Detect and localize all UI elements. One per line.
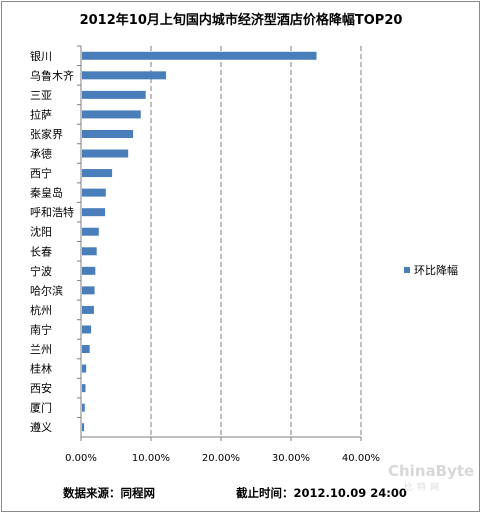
watermark-logo: ChinaByte [388, 462, 475, 480]
category-label: 乌鲁木齐 [30, 68, 74, 82]
bar [82, 305, 94, 314]
data-source: 数据来源：同程网 [63, 486, 155, 500]
bar [82, 403, 85, 412]
category-label: 厦门 [30, 401, 52, 415]
x-tick-label: 30.00% [272, 453, 310, 464]
category-label: 秦皇岛 [30, 186, 63, 200]
bar [82, 208, 106, 217]
chart-title: 2012年10月上旬国内城市经济型酒店价格降幅TOP20 [80, 12, 403, 28]
axes [77, 45, 361, 438]
x-tick-label: 20.00% [202, 453, 240, 464]
category-label: 西宁 [30, 166, 52, 180]
category-label: 兰州 [30, 343, 52, 356]
watermark-sub: 比特网 [404, 483, 444, 493]
category-label: 呼和浩特 [30, 205, 74, 219]
x-tick-label: 0.00% [65, 453, 97, 464]
bar [82, 325, 92, 334]
bar [82, 266, 96, 275]
bar [82, 90, 146, 99]
grid-lines [80, 46, 362, 441]
legend-label: 环比降幅 [414, 263, 458, 277]
bar [82, 149, 129, 158]
category-label: 张家界 [30, 127, 63, 141]
category-label: 杭州 [30, 303, 52, 317]
category-labels: 银川乌鲁木齐三亚拉萨张家界承德西宁秦皇岛呼和浩特沈阳长春宁波哈尔滨杭州南宁兰州桂… [30, 49, 74, 434]
category-label: 长春 [30, 245, 52, 258]
category-label: 沈阳 [30, 225, 52, 239]
bar [82, 286, 95, 295]
category-label: 桂林 [30, 362, 52, 376]
category-label: 三亚 [30, 89, 52, 102]
category-label: 银川 [30, 49, 52, 63]
deadline: 截止时间：2012.10.09 24:00 [236, 486, 407, 500]
bar [82, 110, 141, 119]
x-tick-label: 40.00% [342, 453, 380, 464]
category-label: 遵义 [30, 420, 52, 434]
bar [82, 169, 113, 178]
bar [82, 423, 85, 432]
bar [82, 227, 99, 236]
bar [82, 51, 317, 60]
legend: 环比降幅 [404, 263, 458, 277]
category-label: 宁波 [30, 264, 52, 278]
x-tick-labels: 0.00% 10.00% 20.00% 30.00% 40.00% [65, 453, 380, 464]
category-label: 哈尔滨 [30, 283, 63, 297]
category-label: 承德 [30, 147, 52, 161]
bar [82, 188, 106, 197]
x-tick-label: 10.00% [132, 453, 170, 464]
bars [82, 51, 317, 432]
bar [82, 384, 86, 393]
bar [82, 364, 87, 373]
category-label: 西安 [30, 381, 52, 395]
bar [82, 71, 166, 80]
legend-swatch [404, 267, 410, 273]
bar [82, 247, 97, 256]
category-label: 拉萨 [30, 107, 52, 121]
bar [82, 129, 134, 138]
category-label: 南宁 [30, 322, 52, 336]
bar [82, 345, 90, 354]
